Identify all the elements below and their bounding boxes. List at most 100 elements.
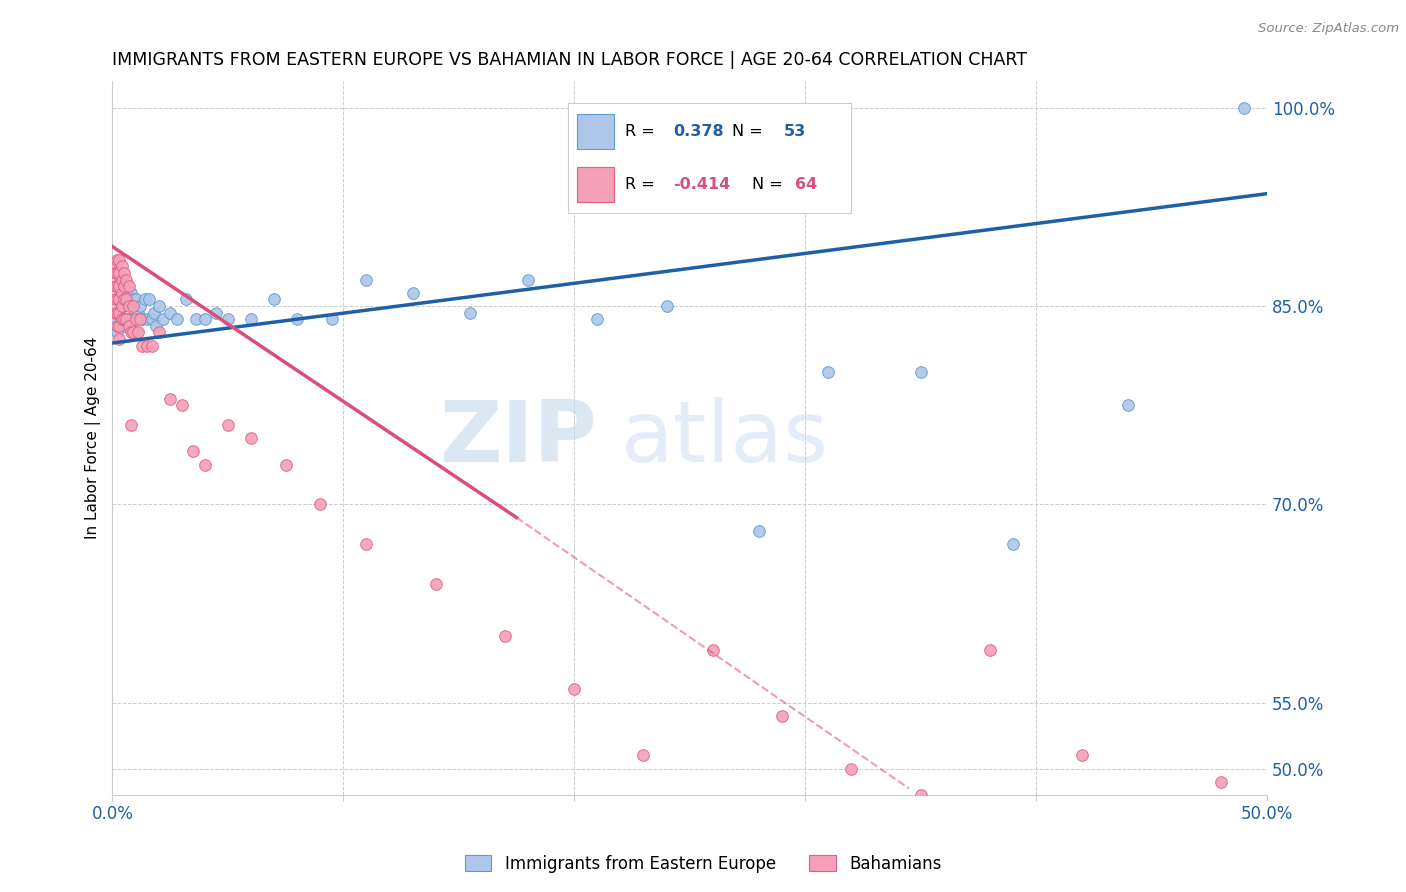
Point bbox=[120, 417, 142, 432]
Point bbox=[117, 318, 139, 333]
Point bbox=[170, 398, 193, 412]
Point bbox=[148, 326, 170, 340]
Point bbox=[105, 252, 128, 267]
Legend: Immigrants from Eastern Europe, Bahamians: Immigrants from Eastern Europe, Bahamian… bbox=[458, 848, 948, 880]
Point bbox=[112, 279, 135, 293]
Point bbox=[285, 312, 308, 326]
Point bbox=[633, 748, 655, 763]
Point bbox=[321, 312, 343, 326]
Point bbox=[122, 312, 145, 326]
Point bbox=[129, 312, 152, 326]
Point bbox=[117, 279, 139, 293]
Point bbox=[111, 312, 134, 326]
Point bbox=[217, 417, 239, 432]
Point bbox=[979, 642, 1001, 657]
Point bbox=[356, 272, 378, 286]
Point bbox=[105, 318, 128, 333]
Point bbox=[131, 312, 153, 326]
Point bbox=[748, 524, 770, 538]
Point bbox=[134, 293, 156, 307]
Point bbox=[112, 266, 135, 280]
Point bbox=[112, 318, 135, 333]
Point bbox=[108, 293, 131, 307]
Point bbox=[1071, 748, 1094, 763]
Point bbox=[159, 392, 181, 406]
Point bbox=[105, 293, 128, 307]
Point bbox=[115, 293, 138, 307]
Text: atlas: atlas bbox=[620, 397, 828, 480]
Point bbox=[104, 260, 127, 274]
Point bbox=[117, 299, 139, 313]
Point bbox=[105, 326, 128, 340]
Point bbox=[517, 272, 540, 286]
Point bbox=[105, 266, 128, 280]
Point bbox=[105, 279, 128, 293]
Text: Source: ZipAtlas.com: Source: ZipAtlas.com bbox=[1258, 22, 1399, 36]
Point bbox=[702, 642, 724, 657]
Point bbox=[143, 305, 166, 319]
Point bbox=[131, 339, 153, 353]
Point bbox=[166, 312, 188, 326]
Point bbox=[111, 312, 134, 326]
Point bbox=[122, 293, 145, 307]
Point bbox=[839, 762, 862, 776]
Point bbox=[117, 312, 139, 326]
Point bbox=[356, 537, 378, 551]
Point bbox=[1209, 775, 1232, 789]
Point bbox=[112, 293, 135, 307]
Point bbox=[136, 312, 159, 326]
Point bbox=[115, 312, 138, 326]
Point bbox=[141, 312, 163, 326]
Point bbox=[274, 458, 297, 472]
Point bbox=[112, 285, 135, 300]
Point bbox=[159, 305, 181, 319]
Point bbox=[108, 266, 131, 280]
Point bbox=[129, 299, 152, 313]
Point bbox=[105, 293, 128, 307]
Point bbox=[124, 326, 146, 340]
Point bbox=[127, 305, 149, 319]
Point bbox=[152, 312, 174, 326]
Point bbox=[1233, 101, 1256, 115]
Point bbox=[104, 266, 127, 280]
Point bbox=[111, 299, 134, 313]
Point bbox=[141, 339, 163, 353]
Point bbox=[194, 458, 217, 472]
Point bbox=[148, 299, 170, 313]
Point bbox=[770, 708, 793, 723]
Point bbox=[124, 312, 146, 326]
Point bbox=[217, 312, 239, 326]
Point bbox=[263, 293, 285, 307]
Point bbox=[115, 293, 138, 307]
Point bbox=[104, 305, 127, 319]
Point bbox=[105, 305, 128, 319]
Point bbox=[401, 285, 423, 300]
Point bbox=[112, 312, 135, 326]
Point bbox=[115, 272, 138, 286]
Point bbox=[108, 305, 131, 319]
Point bbox=[117, 293, 139, 307]
Y-axis label: In Labor Force | Age 20-64: In Labor Force | Age 20-64 bbox=[86, 337, 101, 540]
Point bbox=[104, 312, 127, 326]
Point bbox=[120, 326, 142, 340]
Point bbox=[1001, 537, 1024, 551]
Point bbox=[1118, 398, 1140, 412]
Point bbox=[104, 293, 127, 307]
Point bbox=[115, 312, 138, 326]
Text: IMMIGRANTS FROM EASTERN EUROPE VS BAHAMIAN IN LABOR FORCE | AGE 20-64 CORRELATIO: IMMIGRANTS FROM EASTERN EUROPE VS BAHAMI… bbox=[112, 51, 1028, 69]
Point bbox=[120, 285, 142, 300]
Point bbox=[184, 312, 207, 326]
Point bbox=[127, 326, 149, 340]
Point bbox=[586, 312, 609, 326]
Point bbox=[309, 497, 332, 511]
Point bbox=[111, 272, 134, 286]
Text: ZIP: ZIP bbox=[440, 397, 598, 480]
Point bbox=[111, 260, 134, 274]
Point bbox=[145, 318, 167, 333]
Point bbox=[817, 365, 839, 379]
Point bbox=[910, 365, 932, 379]
Point bbox=[122, 299, 145, 313]
Point bbox=[108, 252, 131, 267]
Point bbox=[108, 279, 131, 293]
Point bbox=[239, 431, 262, 445]
